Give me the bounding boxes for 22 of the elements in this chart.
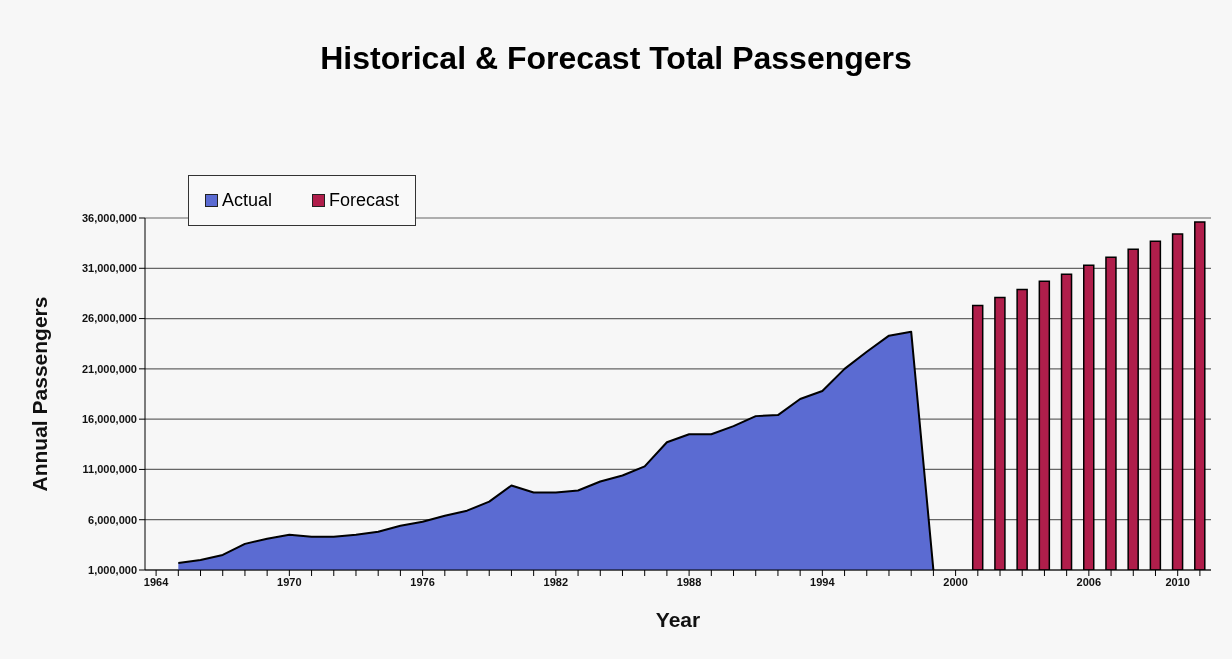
x-tick-label: 1976 (410, 575, 435, 588)
y-tick-label: 11,000,000 (82, 463, 137, 476)
y-tick-label: 16,000,000 (81, 413, 137, 426)
y-tick-label: 31,000,000 (81, 262, 137, 275)
x-tick-label: 1982 (543, 575, 569, 588)
y-tick-label: 26,000,000 (81, 312, 137, 325)
x-tick-label: 1994 (810, 575, 836, 588)
y-tick-label: 21,000,000 (81, 362, 137, 375)
x-tick-label: 2006 (1076, 575, 1102, 588)
x-tick-label: 1988 (676, 575, 702, 588)
x-tick-label: 1964 (143, 575, 170, 588)
x-tick-label: 2000 (943, 575, 968, 588)
y-axis-title: Annual Passengers (28, 296, 52, 492)
x-tick-label: 2010 (1165, 575, 1190, 588)
y-tick-label: 1,000,000 (88, 563, 137, 576)
y-tick-label: 6,000,000 (88, 513, 137, 526)
legend-label: Actual (222, 190, 273, 211)
x-tick-label: 1970 (277, 575, 302, 588)
legend-label: Forecast (329, 190, 400, 211)
y-tick-label: 36,000,000 (81, 211, 137, 224)
chart-title: Historical & Forecast Total Passengers (319, 40, 913, 77)
x-axis-title: Year (655, 608, 701, 631)
